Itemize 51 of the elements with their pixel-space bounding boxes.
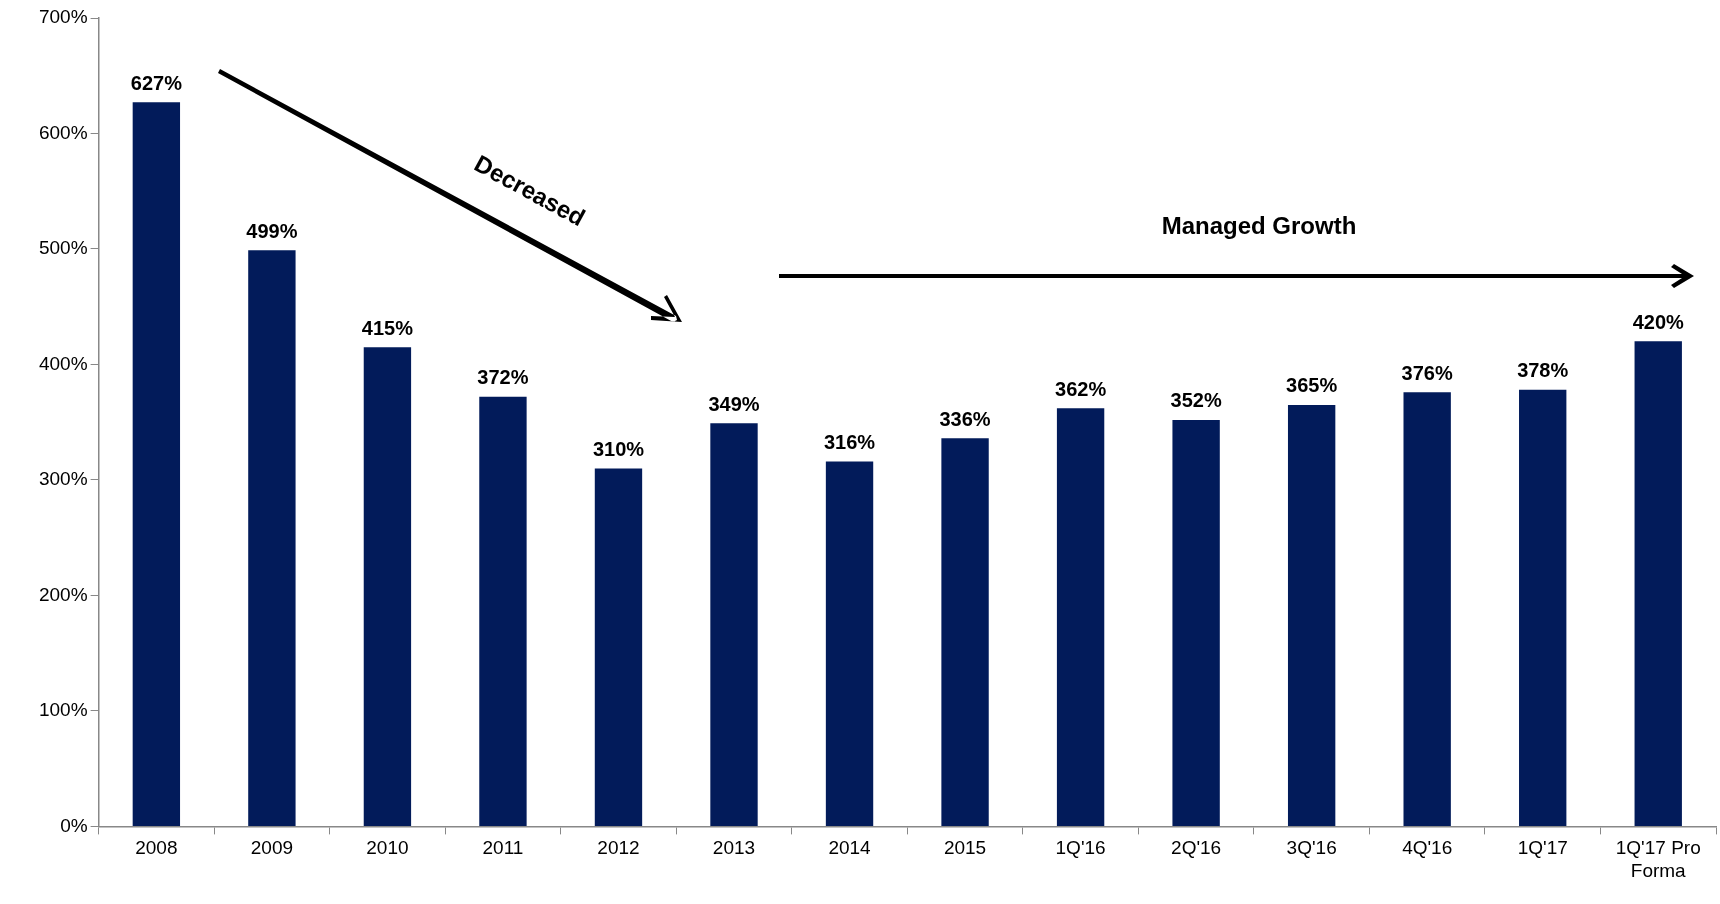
data-label: 378%	[1517, 359, 1569, 382]
y-tick-label: 100%	[38, 699, 88, 721]
bar	[479, 396, 527, 826]
x-tick-label: 2013	[712, 837, 756, 859]
bar	[594, 468, 643, 826]
x-tick-label: 2015	[943, 837, 987, 859]
bar	[363, 347, 412, 826]
y-tick-label: 300%	[38, 468, 88, 490]
x-tick-label: 2011	[482, 837, 524, 859]
y-tick-label: 200%	[38, 583, 88, 605]
x-tick-label: 2009	[250, 837, 294, 859]
bar	[941, 438, 989, 826]
data-label: 499%	[246, 219, 298, 242]
x-tick-label: 2Q'16	[1171, 837, 1222, 859]
bar	[1403, 392, 1451, 826]
data-label: 336%	[939, 407, 991, 430]
bar	[1634, 341, 1682, 826]
x-tick-label: 3Q'16	[1286, 837, 1337, 859]
y-tick-label: 700%	[38, 6, 88, 28]
data-label: 365%	[1286, 374, 1338, 397]
data-label: 349%	[708, 392, 760, 415]
x-tick-label: 2010	[366, 837, 409, 859]
y-tick-label: 500%	[38, 237, 88, 259]
bar	[1287, 404, 1336, 826]
bar	[132, 102, 181, 826]
bar	[248, 250, 296, 826]
x-tick-label: 2014	[828, 837, 872, 859]
data-label: 372%	[477, 366, 529, 389]
y-tick-label: 600%	[38, 121, 88, 143]
x-tick-label: 1Q'17	[1517, 837, 1568, 859]
bar	[1172, 419, 1220, 826]
data-label: 420%	[1632, 310, 1685, 333]
x-tick-label: 2012	[597, 837, 640, 859]
bar	[710, 423, 758, 826]
annotation: Managed Growth	[1161, 211, 1357, 239]
bar	[825, 461, 874, 826]
data-label: 362%	[1055, 377, 1107, 400]
y-tick-label: 0%	[60, 814, 88, 836]
x-tick-label: 4Q'16	[1402, 837, 1453, 859]
data-label: 627%	[130, 71, 183, 94]
y-tick-label: 400%	[38, 352, 88, 374]
x-tick-label: 2008	[135, 837, 178, 859]
x-tick-label: 1Q'17 Pro Forma	[1615, 837, 1701, 881]
data-label: 415%	[361, 316, 414, 339]
x-tick-label: 1Q'16	[1055, 837, 1106, 859]
bar	[1519, 389, 1567, 826]
data-label: 310%	[592, 437, 645, 460]
data-label: 316%	[823, 430, 876, 453]
data-label: 376%	[1401, 361, 1453, 384]
data-label: 352%	[1170, 389, 1222, 412]
bar	[1056, 408, 1105, 826]
